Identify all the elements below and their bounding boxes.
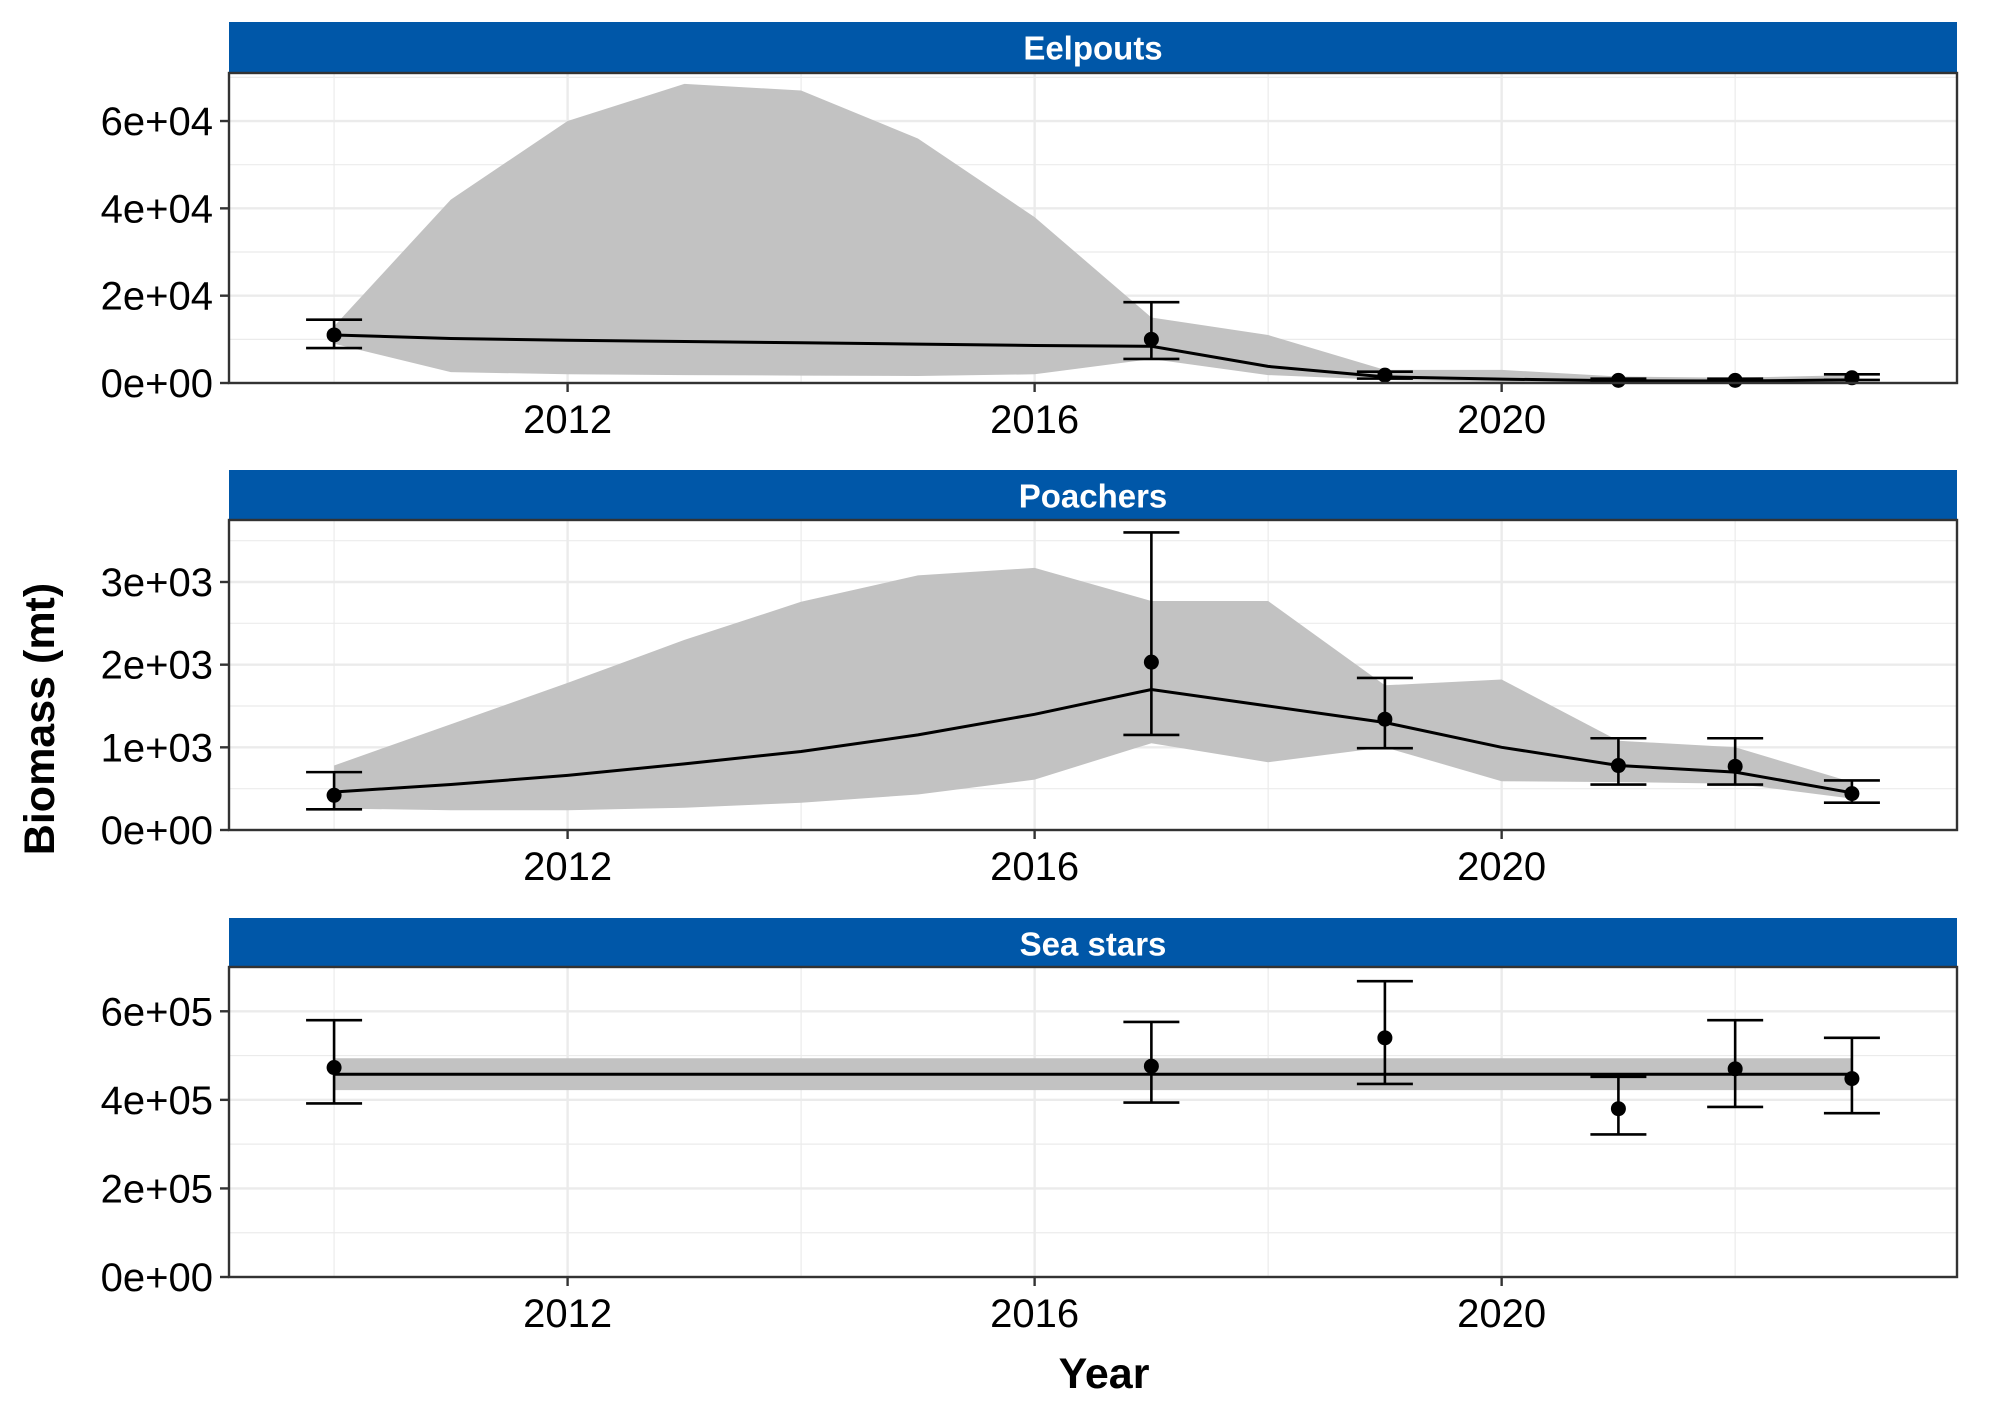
x-tick-label: 2012 (523, 1292, 612, 1336)
observed-point (1377, 1030, 1393, 1046)
observed-point (1377, 367, 1393, 383)
y-tick-label: 0e+00 (101, 1256, 213, 1300)
x-tick-label: 2016 (990, 1292, 1079, 1336)
x-tick-label: 2020 (1457, 1292, 1546, 1336)
strip-eelpouts (229, 22, 1957, 73)
confidence-ribbon-poachers (334, 567, 1852, 811)
observed-point (1727, 1061, 1743, 1077)
observed-point (1143, 331, 1159, 347)
observed-point (1377, 711, 1393, 727)
observed-point (1844, 370, 1860, 386)
x-axis-title: Year (1059, 1350, 1150, 1398)
observed-point (1610, 758, 1626, 774)
strip-poachers (229, 470, 1957, 521)
y-tick-label: 3e+03 (101, 561, 213, 605)
x-tick-label: 2020 (1457, 398, 1546, 442)
model-line-poachers (334, 687, 1853, 795)
confidence-ribbon-eelpouts (334, 83, 1852, 383)
y-tick-label: 0e+00 (101, 809, 213, 853)
panel-border-poachers (227, 518, 1959, 832)
strip-sea-stars (229, 918, 1957, 969)
y-tick-label: 2e+03 (101, 644, 213, 688)
observed-point (1727, 758, 1743, 774)
panel-eelpouts: Eelpouts 0e+00 2e+04 4e+04 6e+04 2012 2016 2020 (101, 22, 1959, 442)
observed-point (1844, 1071, 1860, 1087)
panel-sea-stars: Sea stars 0e+00 2e+05 4e+05 6e+05 2012 2016 202… (101, 918, 1959, 1336)
strip-label-eelpouts: Eelpouts (1023, 30, 1162, 67)
y-tick-label: 2e+05 (101, 1167, 213, 1211)
strip-label-sea-stars: Sea stars (1020, 926, 1167, 963)
observed-point (1610, 1101, 1626, 1117)
x-tick-label: 2012 (523, 398, 612, 442)
y-tick-label: 1e+03 (101, 726, 213, 770)
observed-point (326, 1060, 342, 1076)
observed-point (1844, 786, 1860, 802)
strip-label-poachers: Poachers (1019, 478, 1168, 515)
observed-point (1727, 372, 1743, 388)
x-tick-label: 2020 (1457, 845, 1546, 889)
x-tick-label: 2016 (990, 398, 1079, 442)
observed-point (1143, 654, 1159, 670)
panel-poachers: Poachers 0e+00 1e+03 2e+03 3e+03 2012 2016 2020 (101, 470, 1959, 889)
observed-point (326, 787, 342, 803)
y-tick-label: 6e+05 (101, 990, 213, 1034)
observed-point (1143, 1058, 1159, 1074)
panel-border-sea-stars (227, 965, 1959, 1279)
x-tick-label: 2016 (990, 845, 1079, 889)
y-axis-title: Biomass (mt) (16, 583, 64, 855)
y-tick-label: 4e+04 (101, 187, 213, 231)
y-tick-label: 2e+04 (101, 275, 213, 319)
observed-point (1610, 372, 1626, 388)
y-tick-label: 0e+00 (101, 362, 213, 406)
observed-point (326, 327, 342, 343)
y-tick-label: 6e+04 (101, 100, 213, 144)
plot-area-sea-stars (229, 967, 1957, 1277)
panel-border-eelpouts (227, 71, 1959, 385)
x-tick-label: 2012 (523, 845, 612, 889)
y-tick-label: 4e+05 (101, 1079, 213, 1123)
